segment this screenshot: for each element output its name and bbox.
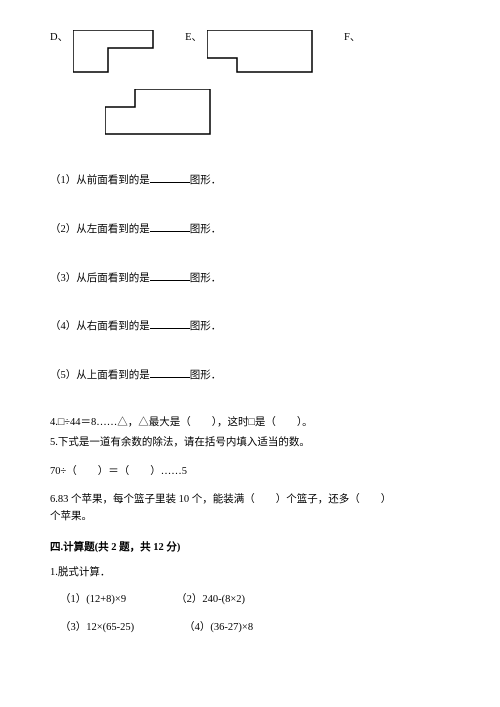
view-q4-suffix: 图形． [190, 321, 222, 332]
view-q4-text: （4）从右面看到的是 [50, 321, 150, 332]
calc-1-3: （3）12×(65-25) [60, 620, 134, 637]
blank-4 [150, 317, 190, 329]
shape-d-svg [73, 30, 155, 74]
calc-1-2: （2）240-(8×2) [176, 592, 245, 609]
question-5b: 70÷（ ）＝（ ）……5 [50, 464, 450, 481]
blank-1 [150, 171, 190, 183]
view-q3-suffix: 图形． [190, 273, 222, 284]
question-6: 6.83 个苹果，每个篮子里装 10 个，能装满（ ）个篮子，还多（ ） 个苹果… [50, 492, 450, 526]
shapes-row-2 [105, 89, 450, 136]
calc-1-4: （4）(36-27)×8 [184, 620, 253, 637]
shape-g-path [105, 89, 210, 134]
view-q5: （5）从上面看到的是 图形． [50, 366, 450, 385]
section-4-title: 四.计算题(共 2 题，共 12 分) [50, 540, 450, 557]
shape-e-path [207, 30, 312, 72]
view-q2-text: （2）从左面看到的是 [50, 224, 150, 235]
view-q5-text: （5）从上面看到的是 [50, 370, 150, 381]
shape-d-item: D、 [50, 30, 155, 74]
shape-e-item: E、 [185, 30, 314, 74]
view-q4: （4）从右面看到的是 图形． [50, 317, 450, 336]
calc-1-1: （1）(12+8)×9 [60, 592, 126, 609]
question-6b: 个苹果。 [50, 511, 92, 522]
question-5a: 5.下式是一道有余数的除法，请在括号内填入适当的数。 [50, 435, 450, 452]
shape-d-label: D、 [50, 30, 68, 47]
shape-f-item: F、 [344, 30, 360, 74]
shape-f-label: F、 [344, 30, 360, 47]
view-q2: （2）从左面看到的是 图形． [50, 220, 450, 239]
view-q1: （1）从前面看到的是 图形． [50, 171, 450, 190]
view-q3-text: （3）从后面看到的是 [50, 273, 150, 284]
shape-e-label: E、 [185, 30, 202, 47]
blank-3 [150, 269, 190, 281]
view-q5-suffix: 图形． [190, 370, 222, 381]
shape-e-svg [207, 30, 314, 74]
view-q1-suffix: 图形． [190, 175, 222, 186]
calc-pair-1: （1）(12+8)×9 （2）240-(8×2) [60, 592, 450, 609]
shape-d-path [73, 30, 153, 72]
view-q2-suffix: 图形． [190, 224, 222, 235]
calc-question-1: 1.脱式计算． [50, 565, 450, 582]
shapes-row-1: D、 E、 F、 [50, 30, 450, 74]
blank-2 [150, 220, 190, 232]
calc-pair-2: （3）12×(65-25) （4）(36-27)×8 [60, 620, 450, 637]
view-q1-text: （1）从前面看到的是 [50, 175, 150, 186]
question-4: 4.□÷44＝8……△，△最大是（ ），这时□是（ ）。 [50, 415, 450, 432]
view-q3: （3）从后面看到的是 图形． [50, 269, 450, 288]
shape-g-svg [105, 89, 212, 136]
view-questions: （1）从前面看到的是图形． （2）从左面看到的是图形． （3）从后面看到的是图形… [50, 171, 450, 385]
question-6a: 6.83 个苹果，每个篮子里装 10 个，能装满（ ）个篮子，还多（ ） [50, 494, 391, 505]
blank-5 [150, 366, 190, 378]
